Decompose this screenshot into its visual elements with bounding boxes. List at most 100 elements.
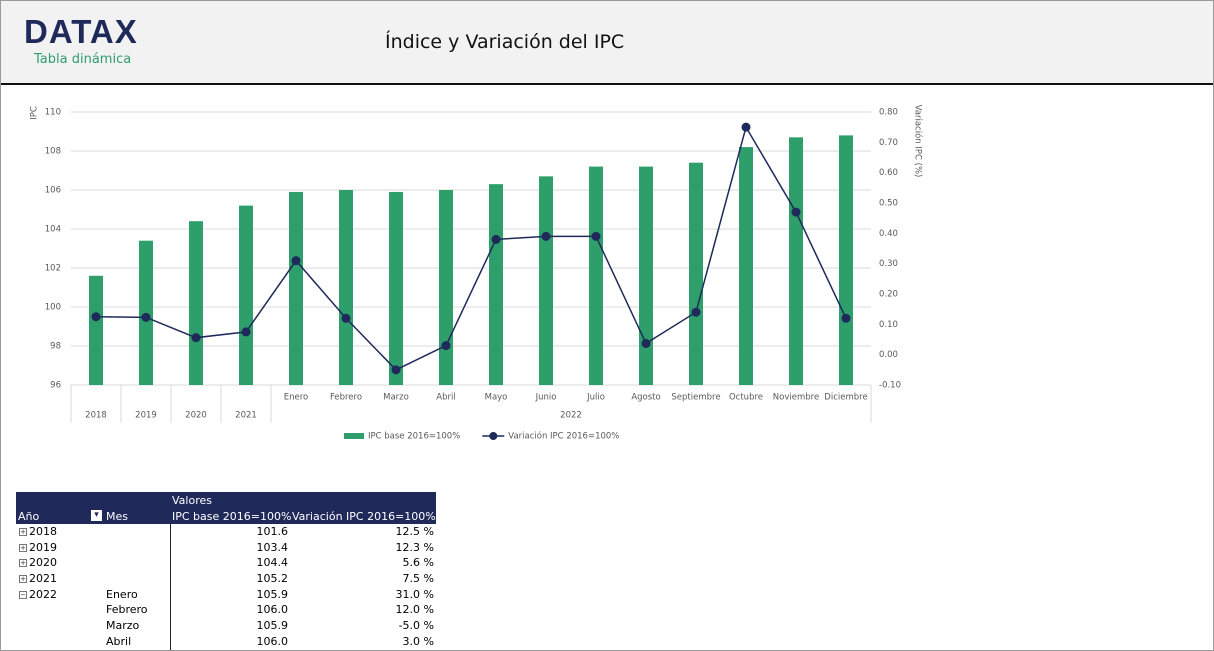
y2-tick-label: 0.10 <box>879 320 898 330</box>
bar <box>489 184 503 385</box>
x-tick-label: Septiembre <box>671 393 720 403</box>
expand-toggle[interactable]: + <box>19 528 27 536</box>
row-month: Abril <box>106 634 132 648</box>
table-row: Abril 106.0 3.0 % <box>16 634 436 650</box>
bar <box>739 147 753 385</box>
expand-toggle[interactable]: − <box>19 590 27 599</box>
line-marker <box>341 313 351 323</box>
table-row: −2022 Enero 105.9 31.0 % <box>16 587 436 603</box>
row-year: 2022 <box>29 587 57 601</box>
bar <box>89 275 103 385</box>
row-year: 2019 <box>29 540 57 554</box>
x-group-label: 2020 <box>185 411 207 421</box>
x-group-label: 2021 <box>235 411 257 421</box>
x-group-label: 2019 <box>135 411 157 421</box>
line-marker <box>241 327 251 337</box>
line-marker <box>191 333 201 343</box>
cell-value: 12.0 % <box>395 603 434 617</box>
cell-value: 103.4 <box>256 540 289 554</box>
table-row: +2019 103.4 12.3 % <box>16 540 436 556</box>
chart: IPC Variación IPC (%) 96 98 100 102 104 106 10… <box>30 105 924 442</box>
column-header: IPC base 2016=100% <box>172 510 292 523</box>
bar <box>289 191 303 385</box>
y-tick-label: 110 <box>45 108 61 118</box>
x-group-label: 2022 <box>560 411 582 421</box>
y2-tick-label: 0.40 <box>879 229 898 239</box>
y-tick-label: 98 <box>50 342 61 352</box>
y-tick-label: 104 <box>45 225 61 235</box>
line-marker <box>541 231 551 241</box>
table-row: +2018 101.6 12.5 % <box>16 524 436 540</box>
bar <box>639 166 653 385</box>
table-row: +2021 105.2 7.5 % <box>16 571 436 587</box>
expand-toggle[interactable]: + <box>19 543 27 552</box>
bar <box>839 135 853 385</box>
line-marker <box>441 341 451 351</box>
cell-value: 106.0 <box>256 603 289 617</box>
x-tick-label: Febrero <box>330 393 362 403</box>
cell-value: 31.0 % <box>395 587 434 601</box>
column-header[interactable]: Año <box>18 510 40 523</box>
y2-tick-label: 0.20 <box>879 290 898 300</box>
line-marker <box>91 312 101 322</box>
legend-item: Variación IPC 2016=100% <box>482 431 619 442</box>
logo: DATAX <box>24 13 138 50</box>
column-header[interactable]: Mes <box>106 510 128 523</box>
filter-icon[interactable]: ▾ <box>91 510 102 521</box>
bar <box>389 191 403 385</box>
bar <box>539 176 553 385</box>
cell-value: 7.5 % <box>402 572 434 586</box>
line-marker <box>291 256 301 266</box>
bar <box>339 190 353 385</box>
y-tick-label: 100 <box>45 303 61 313</box>
x-tick-label: Enero <box>284 393 309 403</box>
y2-tick-label: 0.50 <box>879 199 898 209</box>
y-tick-label: 102 <box>45 264 61 274</box>
y-tick-label: 106 <box>45 186 61 196</box>
bar <box>439 190 453 385</box>
bar <box>589 166 603 385</box>
line-marker <box>391 365 401 375</box>
cell-value: 5.6 % <box>402 556 434 570</box>
x-group-label: 2018 <box>85 411 107 421</box>
line-marker <box>591 231 601 241</box>
x-tick-label: Noviembre <box>773 393 819 403</box>
bar <box>789 137 803 385</box>
y2-tick-label: -0.10 <box>879 381 901 391</box>
line <box>95 125 847 371</box>
cell-value: 105.9 <box>256 587 289 601</box>
line-marker <box>841 313 851 323</box>
row-year: 2021 <box>29 572 57 586</box>
expand-toggle[interactable]: + <box>19 559 27 568</box>
column-group: Valores <box>172 494 212 507</box>
y2-tick-label: 0.70 <box>879 138 898 148</box>
column-divider <box>170 524 171 650</box>
pivot-table: Valores Año ▾ Mes IPC base 2016=100% Var… <box>16 492 436 650</box>
column-header: Variación IPC 2016=100% <box>292 510 436 523</box>
y2-tick-label: 0.60 <box>879 168 898 178</box>
x-tick-label: Marzo <box>383 393 409 403</box>
row-month: Marzo <box>106 619 140 633</box>
x-tick-label: Julio <box>586 393 605 403</box>
cell-value: -5.0 % <box>398 619 434 633</box>
line-marker <box>691 307 701 317</box>
table-body: +2018 101.6 12.5 % +2019 103.4 12.3 % +2020 104… <box>16 524 436 650</box>
expand-toggle[interactable]: + <box>19 575 27 584</box>
table-row: Marzo 105.9 -5.0 % <box>16 618 436 634</box>
page-title: Índice y Variación del IPC <box>385 31 625 53</box>
legend-swatch <box>489 432 498 440</box>
legend-label: Variación IPC 2016=100% <box>508 431 619 442</box>
cell-value: 101.6 <box>256 525 289 538</box>
x-tick-label: Mayo <box>485 393 508 403</box>
legend-swatch <box>344 433 364 439</box>
x-tick-label: Octubre <box>729 393 763 403</box>
cell-value: 12.3 % <box>395 540 434 554</box>
x-tick-label: Diciembre <box>824 393 867 403</box>
y2-tick-label: 0.80 <box>879 108 898 118</box>
x-tick-label: Junio <box>535 393 557 403</box>
logo-subtitle: Tabla dinámica <box>34 52 132 67</box>
header: DATAX Tabla dinámica Índice y Variación … <box>1 1 1213 85</box>
row-year: 2018 <box>29 525 57 538</box>
cell-value: 106.0 <box>256 634 289 648</box>
